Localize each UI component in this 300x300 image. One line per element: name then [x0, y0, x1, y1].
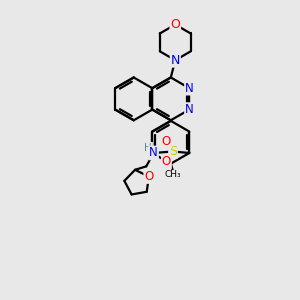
Text: O: O	[144, 170, 154, 183]
Text: O: O	[170, 18, 180, 31]
Text: S: S	[169, 145, 177, 158]
Text: N: N	[185, 103, 194, 116]
Text: CH₃: CH₃	[165, 170, 181, 179]
Text: O: O	[162, 155, 171, 168]
Text: H: H	[144, 142, 152, 153]
Text: N: N	[171, 54, 180, 67]
Text: N: N	[185, 82, 194, 95]
Text: N: N	[149, 146, 158, 160]
Text: O: O	[162, 135, 171, 148]
